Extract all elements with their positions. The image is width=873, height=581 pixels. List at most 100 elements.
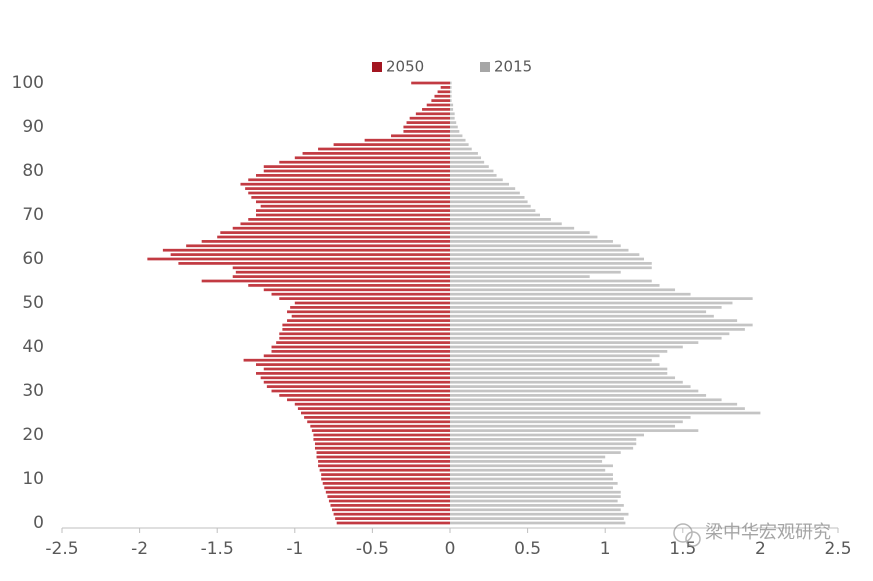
bar: [450, 99, 452, 102]
bar: [450, 521, 626, 525]
bar: [325, 490, 450, 494]
bar: [450, 165, 489, 168]
x-tick-label: -0.5: [356, 539, 389, 559]
bar: [287, 319, 450, 322]
bar: [279, 394, 450, 397]
bar: [147, 257, 451, 261]
bar: [450, 235, 598, 239]
bar: [450, 451, 621, 454]
y-tick-label: 50: [22, 293, 44, 313]
bar: [314, 442, 450, 446]
bar: [450, 81, 452, 85]
bar: [450, 174, 497, 177]
bar: [319, 468, 450, 472]
bar: [170, 253, 450, 256]
bar: [328, 499, 450, 503]
bar: [450, 204, 531, 208]
bar: [333, 143, 450, 146]
bar: [450, 226, 575, 230]
bar: [450, 490, 621, 494]
bar: [333, 512, 450, 516]
bar: [450, 116, 455, 120]
bar: [450, 301, 733, 305]
bar: [450, 411, 761, 415]
bar: [256, 213, 450, 217]
bar: [450, 508, 621, 512]
bar: [307, 420, 450, 424]
bar: [450, 213, 541, 217]
x-tick-label: 0: [445, 539, 456, 559]
bar: [450, 86, 452, 89]
bar: [248, 191, 450, 195]
bar: [301, 411, 450, 415]
bar: [450, 438, 637, 441]
bar: [450, 363, 660, 366]
bar: [248, 284, 450, 287]
bar: [450, 297, 753, 300]
bar: [271, 292, 450, 296]
bar: [450, 341, 699, 344]
bar: [248, 178, 450, 182]
y-tick-label: 100: [12, 73, 44, 93]
bar: [450, 420, 683, 424]
bar: [178, 262, 450, 265]
bar: [450, 266, 652, 270]
bar: [450, 279, 652, 283]
bar: [316, 455, 450, 459]
y-tick-label: 70: [22, 205, 44, 225]
legend-swatch: [372, 62, 382, 72]
bar: [336, 521, 450, 525]
bar: [256, 200, 450, 204]
bar: [450, 209, 536, 212]
bar: [415, 112, 450, 116]
bar: [403, 125, 450, 129]
bar: [162, 248, 450, 252]
legend-label: 2050: [386, 58, 424, 76]
bar: [450, 94, 452, 98]
bar: [450, 134, 463, 138]
bar: [450, 156, 482, 160]
bar: [450, 477, 613, 481]
x-tick-label: 2.5: [824, 539, 851, 559]
bar: [450, 262, 652, 265]
bar: [450, 345, 683, 349]
bar: [201, 279, 450, 283]
bar: [314, 446, 450, 450]
watermark: 梁中华宏观研究: [705, 522, 831, 543]
bar: [409, 116, 450, 120]
x-tick-label: 1: [600, 539, 611, 559]
bar: [322, 482, 450, 485]
bar: [450, 147, 472, 151]
bar: [450, 367, 668, 371]
bar: [450, 468, 606, 472]
bar: [287, 310, 450, 314]
bar: [437, 90, 450, 94]
bar: [450, 112, 455, 116]
bar: [245, 187, 450, 190]
bar: [403, 130, 450, 133]
bar: [263, 354, 450, 358]
bar: [450, 253, 640, 256]
bar: [330, 504, 450, 507]
bar: [450, 336, 722, 340]
bar: [201, 240, 450, 243]
bar: [450, 499, 618, 503]
bar: [450, 442, 637, 446]
bar: [450, 169, 494, 173]
bar: [450, 482, 618, 485]
bar: [235, 270, 450, 274]
bar: [450, 512, 629, 516]
bar: [186, 244, 450, 248]
bar: [450, 292, 691, 296]
bar: [266, 385, 450, 388]
bar: [450, 108, 454, 111]
bar: [364, 138, 450, 142]
bar: [450, 486, 613, 490]
bar: [450, 328, 745, 331]
bar: [313, 438, 450, 441]
bar: [282, 323, 450, 327]
bar: [450, 446, 634, 450]
bar: [327, 495, 450, 498]
bar: [450, 121, 457, 124]
